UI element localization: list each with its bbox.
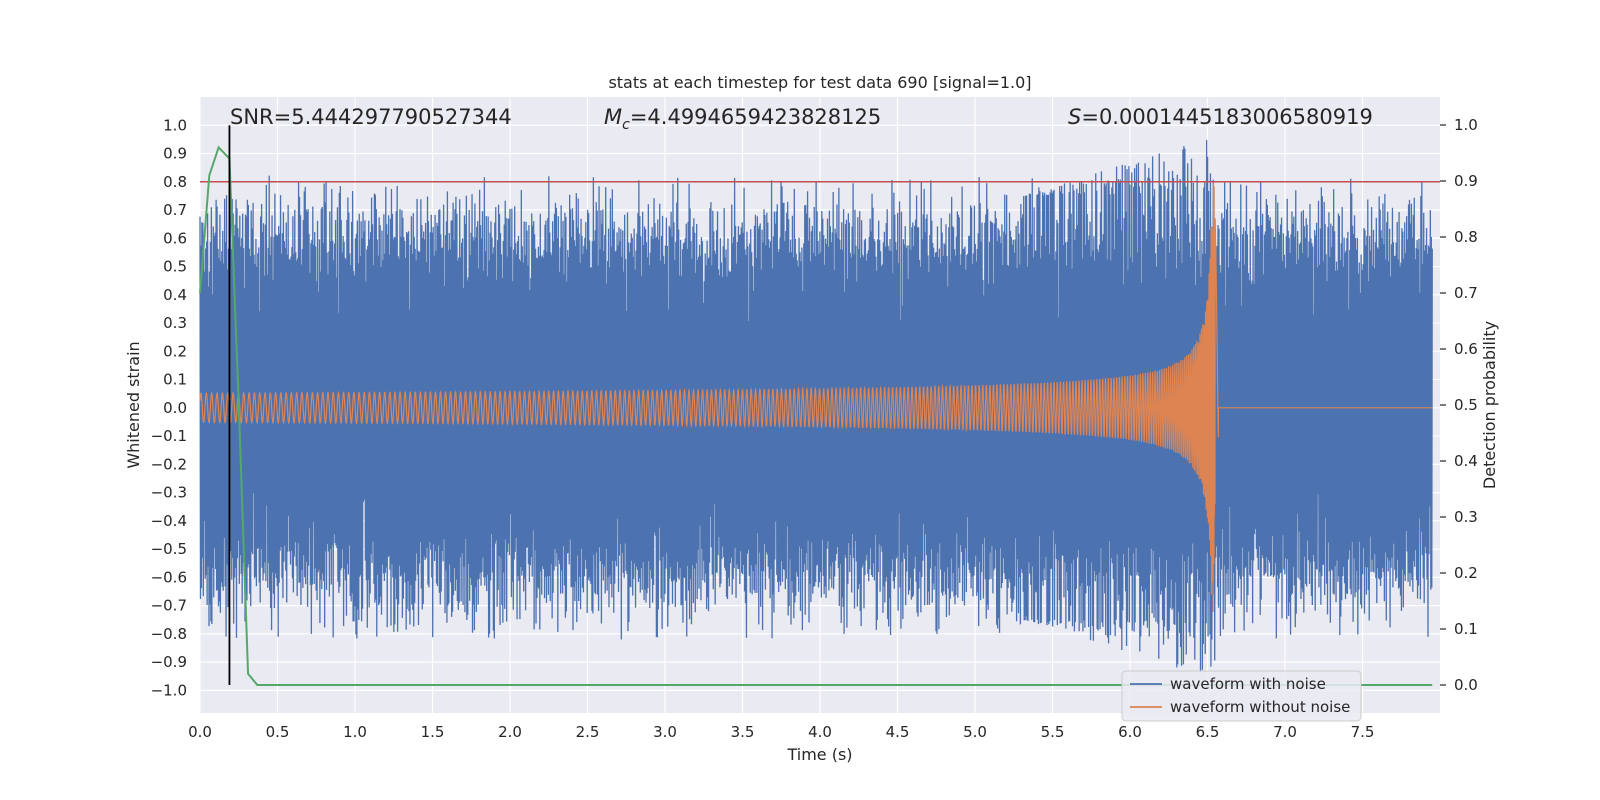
clean-waveform-line <box>199 181 1433 613</box>
x-tick-label: 1.0 <box>343 723 367 741</box>
x-tick-label: 6.0 <box>1118 723 1142 741</box>
y-right-tick-label: 0.7 <box>1454 284 1478 302</box>
overlay <box>199 125 1440 686</box>
y-right-axis-label: Detection probability <box>1480 321 1499 489</box>
y-tick-label: −1.0 <box>151 681 187 699</box>
chirp-mass-subscript: c <box>622 117 630 133</box>
y-tick-label: −0.5 <box>151 540 187 558</box>
x-tick-label: 4.5 <box>886 723 910 741</box>
y-tick-label: 0.4 <box>163 286 187 304</box>
y-tick-label: 1.0 <box>163 116 187 134</box>
chart-title: stats at each timestep for test data 690… <box>608 73 1031 92</box>
chirp-mass-symbol: M <box>604 105 622 129</box>
x-tick-label: 4.0 <box>808 723 832 741</box>
y-right-tick-label: 0.5 <box>1454 396 1478 414</box>
x-tick-label: 1.5 <box>421 723 445 741</box>
y-tick-label: −0.6 <box>151 568 187 586</box>
y-tick-label: 0.1 <box>163 371 187 389</box>
statistic-symbol: S <box>1068 105 1081 129</box>
y-tick-label: −0.9 <box>151 653 187 671</box>
detection-probability-line <box>199 145 1433 686</box>
y-right-tick-label: 1.0 <box>1454 116 1478 134</box>
y-right-tick-label: 0.4 <box>1454 452 1478 470</box>
chirp-mass-annotation: Mc=4.4994659423828125 <box>604 105 881 133</box>
x-tick-label: 2.0 <box>498 723 522 741</box>
y-tick-label: −0.7 <box>151 597 187 615</box>
y-tick-label: 0.8 <box>163 173 187 191</box>
y-tick-label: 0.5 <box>163 258 187 276</box>
x-tick-label: 2.5 <box>576 723 600 741</box>
chirp-mass-value: =4.4994659423828125 <box>630 105 881 129</box>
snr-annotation: SNR=5.444297790527344 <box>230 105 512 129</box>
y-right-tick-label: 0.0 <box>1454 676 1478 694</box>
x-tick-label: 7.0 <box>1273 723 1297 741</box>
legend-box <box>1121 670 1362 722</box>
y-tick-label: 0.3 <box>163 314 187 332</box>
y-tick-label: −0.1 <box>151 427 187 445</box>
legend-label-waveform-without-noise: waveform without noise <box>1170 698 1350 716</box>
statistic-value: =0.0001445183006580919 <box>1081 105 1373 129</box>
y-tick-label: 0.9 <box>163 145 187 163</box>
y-tick-label: 0.6 <box>163 229 187 247</box>
y-tick-label: −0.3 <box>151 484 187 502</box>
y-right-tick-label: 0.2 <box>1454 564 1478 582</box>
x-axis-label: Time (s) <box>786 745 852 764</box>
legend: waveform with noise waveform without noi… <box>1121 670 1362 722</box>
y-tick-label: 0.7 <box>163 201 187 219</box>
y-right-tick-label: 0.3 <box>1454 508 1478 526</box>
series-waveform-without-noise <box>199 181 1433 613</box>
y-right-tick-label: 0.6 <box>1454 340 1478 358</box>
x-tick-label: 3.0 <box>653 723 677 741</box>
legend-label-waveform-with-noise: waveform with noise <box>1170 675 1326 693</box>
y-right-tick-label: 0.9 <box>1454 172 1478 190</box>
y-tick-label: 0.0 <box>163 399 187 417</box>
y-tick-label: 0.2 <box>163 342 187 360</box>
x-tick-label: 0.5 <box>266 723 290 741</box>
y-tick-label: −0.2 <box>151 455 187 473</box>
y-axis-label: Whitened strain <box>124 341 143 468</box>
x-tick-label: 0.0 <box>188 723 212 741</box>
axis-ticks: 0.0 0.5 1.0 1.5 2.0 2.5 3.0 3.5 4.0 4.5 5.0 5.5 6.0 6… <box>151 116 1478 741</box>
y-right-tick-label: 0.8 <box>1454 228 1478 246</box>
x-tick-label: 5.0 <box>963 723 987 741</box>
y-right-tick-label: 0.1 <box>1454 620 1478 638</box>
statistic-annotation: S=0.0001445183006580919 <box>1068 105 1373 129</box>
y-tick-label: −0.4 <box>151 512 187 530</box>
y-tick-label: −0.8 <box>151 625 187 643</box>
x-tick-label: 3.5 <box>731 723 755 741</box>
x-tick-label: 7.5 <box>1351 723 1375 741</box>
x-tick-label: 6.5 <box>1196 723 1220 741</box>
x-tick-label: 5.5 <box>1041 723 1065 741</box>
